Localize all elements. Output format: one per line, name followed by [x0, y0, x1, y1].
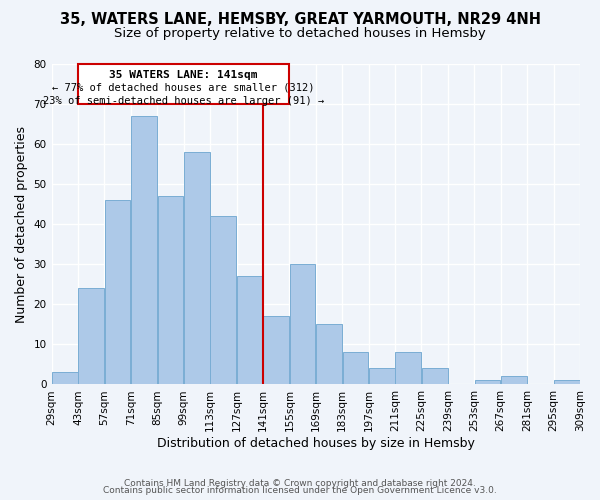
- Bar: [290, 264, 316, 384]
- X-axis label: Distribution of detached houses by size in Hemsby: Distribution of detached houses by size …: [157, 437, 475, 450]
- Bar: [263, 316, 289, 384]
- Y-axis label: Number of detached properties: Number of detached properties: [15, 126, 28, 322]
- Text: Contains HM Land Registry data © Crown copyright and database right 2024.: Contains HM Land Registry data © Crown c…: [124, 478, 476, 488]
- Bar: [52, 372, 77, 384]
- Bar: [131, 116, 157, 384]
- Bar: [343, 352, 368, 384]
- Bar: [369, 368, 395, 384]
- Bar: [105, 200, 130, 384]
- Bar: [316, 324, 342, 384]
- Text: ← 77% of detached houses are smaller (312): ← 77% of detached houses are smaller (31…: [52, 83, 315, 93]
- Bar: [237, 276, 263, 384]
- Bar: [501, 376, 527, 384]
- Bar: [422, 368, 448, 384]
- Bar: [158, 196, 183, 384]
- Bar: [475, 380, 500, 384]
- Text: 35 WATERS LANE: 141sqm: 35 WATERS LANE: 141sqm: [109, 70, 258, 80]
- Text: 35, WATERS LANE, HEMSBY, GREAT YARMOUTH, NR29 4NH: 35, WATERS LANE, HEMSBY, GREAT YARMOUTH,…: [59, 12, 541, 28]
- Text: Size of property relative to detached houses in Hemsby: Size of property relative to detached ho…: [114, 28, 486, 40]
- Bar: [395, 352, 421, 384]
- FancyBboxPatch shape: [78, 64, 289, 104]
- Bar: [211, 216, 236, 384]
- Bar: [184, 152, 210, 384]
- Bar: [554, 380, 580, 384]
- Text: Contains public sector information licensed under the Open Government Licence v3: Contains public sector information licen…: [103, 486, 497, 495]
- Text: 23% of semi-detached houses are larger (91) →: 23% of semi-detached houses are larger (…: [43, 96, 324, 106]
- Bar: [79, 288, 104, 384]
